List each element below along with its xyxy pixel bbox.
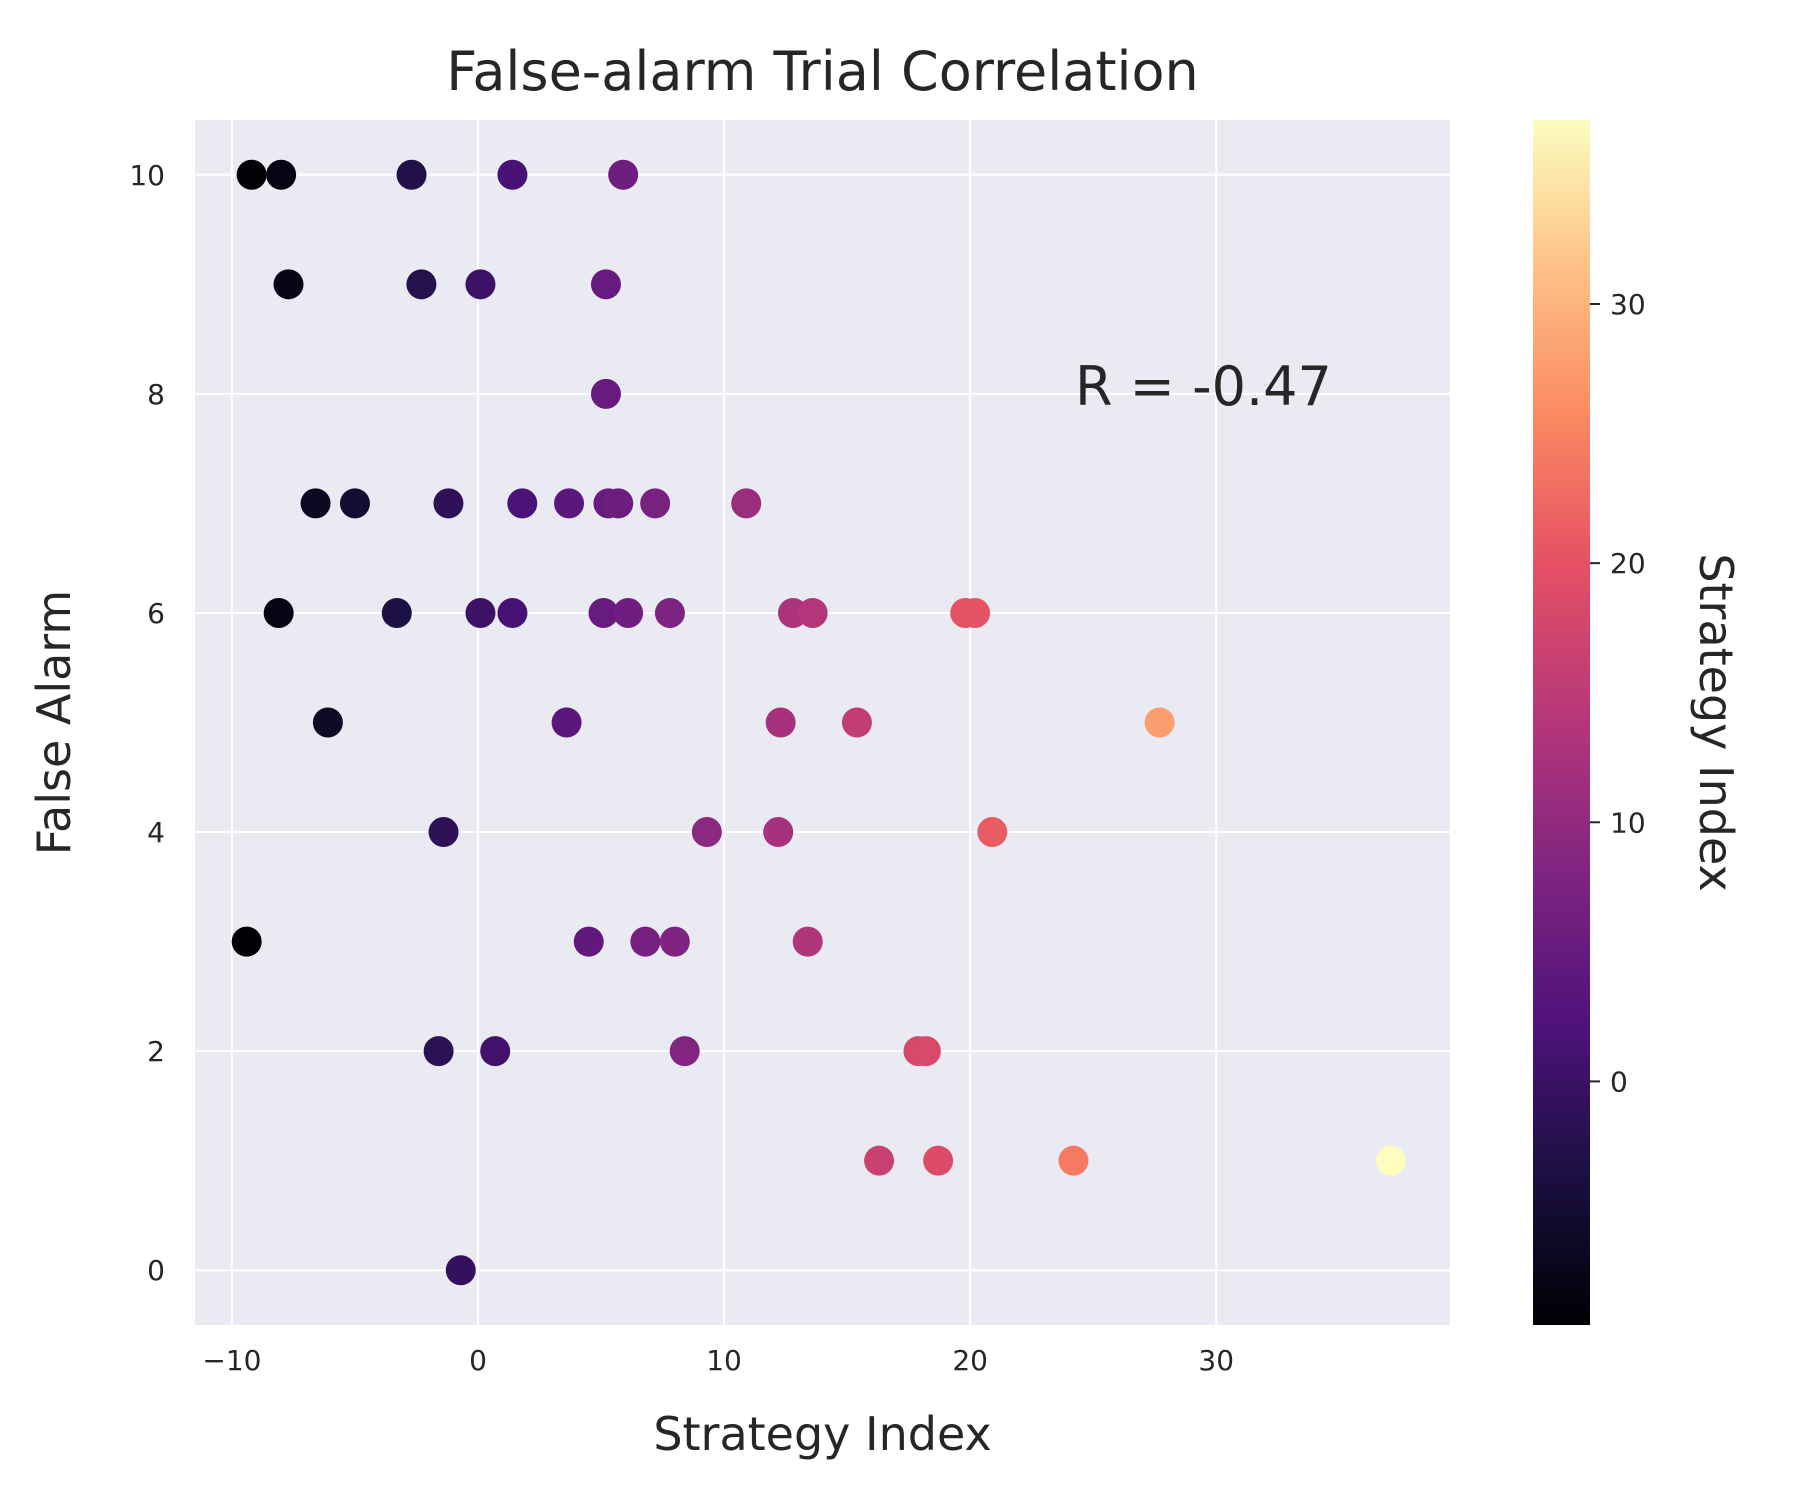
data-point (608, 159, 639, 190)
data-point (731, 488, 762, 519)
data-point (659, 926, 690, 957)
data-point (406, 269, 437, 300)
y-tick-label: 4 (147, 816, 165, 849)
data-point (923, 1145, 954, 1176)
correlation-annotation: R = -0.47 (1075, 355, 1332, 418)
data-point (497, 597, 528, 628)
data-point (263, 597, 294, 628)
data-point (445, 1255, 476, 1286)
data-point (551, 707, 582, 738)
x-tick-label: 30 (1198, 1344, 1234, 1377)
colorbar-tick-label: 10 (1610, 806, 1646, 839)
colorbar (1533, 120, 1590, 1325)
data-point (977, 817, 1008, 848)
y-axis-ticks: 0 2 4 6 8 10 (129, 159, 165, 1287)
data-points (231, 159, 1406, 1286)
data-point (630, 926, 661, 957)
data-point (573, 926, 604, 957)
data-point (603, 488, 634, 519)
x-tick-label: −10 (202, 1344, 261, 1377)
data-point (554, 488, 585, 519)
data-point (236, 159, 267, 190)
chart-title: False-alarm Trial Correlation (446, 40, 1199, 103)
data-point (266, 159, 297, 190)
data-point (381, 597, 412, 628)
data-point (428, 817, 459, 848)
x-axis-ticks: −10 0 10 20 30 (202, 1344, 1234, 1377)
data-point (433, 488, 464, 519)
data-point (588, 597, 619, 628)
colorbar-label: Strategy Index (1689, 553, 1743, 891)
data-point (423, 1036, 454, 1067)
data-point (590, 269, 621, 300)
y-tick-label: 0 (147, 1254, 165, 1287)
data-point (231, 926, 262, 957)
data-point (300, 488, 331, 519)
data-point (640, 488, 671, 519)
data-point (841, 707, 872, 738)
data-point (507, 488, 538, 519)
data-point (864, 1145, 895, 1176)
y-tick-label: 6 (147, 597, 165, 630)
x-tick-label: 0 (469, 1344, 487, 1377)
data-point (763, 817, 794, 848)
y-tick-label: 8 (147, 378, 165, 411)
data-point (1375, 1145, 1406, 1176)
colorbar-tick-label: 30 (1610, 288, 1646, 321)
data-point (669, 1036, 700, 1067)
data-point (765, 707, 796, 738)
x-tick-label: 20 (952, 1344, 988, 1377)
data-point (497, 159, 528, 190)
x-tick-label: 10 (706, 1344, 742, 1377)
data-point (590, 378, 621, 409)
data-point (613, 597, 644, 628)
data-point (465, 269, 496, 300)
plot-area (195, 120, 1450, 1325)
y-axis-label: False Alarm (27, 590, 81, 855)
data-point (273, 269, 304, 300)
data-point (792, 926, 823, 957)
data-point (339, 488, 370, 519)
data-point (1058, 1145, 1089, 1176)
data-point (910, 1036, 941, 1067)
data-point (312, 707, 343, 738)
data-point (1144, 707, 1175, 738)
y-tick-label: 10 (129, 159, 165, 192)
data-point (480, 1036, 511, 1067)
colorbar-ticks: 0 10 20 30 (1590, 288, 1646, 1098)
data-point (691, 817, 722, 848)
data-point (396, 159, 427, 190)
data-point (654, 597, 685, 628)
colorbar-tick-label: 0 (1610, 1065, 1628, 1098)
data-point (465, 597, 496, 628)
y-tick-label: 2 (147, 1035, 165, 1068)
colorbar-tick-label: 20 (1610, 547, 1646, 580)
data-point (960, 597, 991, 628)
data-point (797, 597, 828, 628)
x-axis-label: Strategy Index (653, 1407, 991, 1461)
